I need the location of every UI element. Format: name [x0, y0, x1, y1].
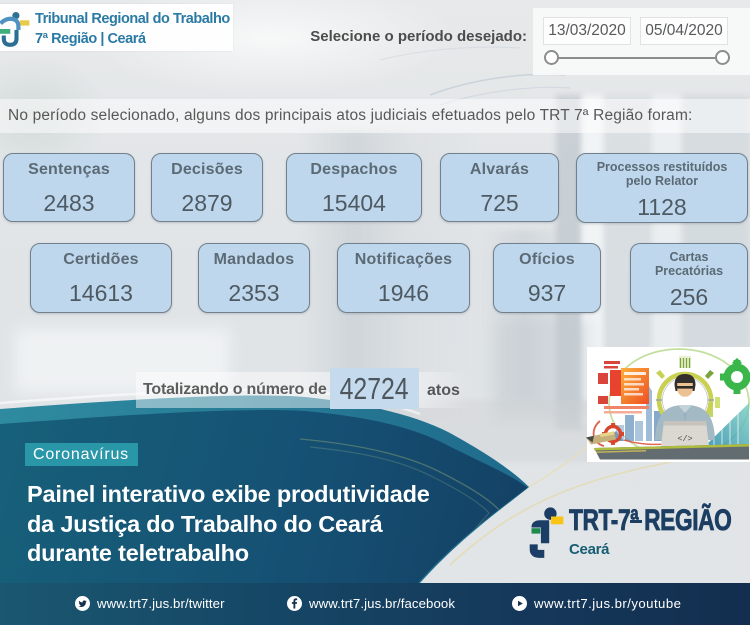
svg-text:</>: </>	[677, 434, 692, 444]
